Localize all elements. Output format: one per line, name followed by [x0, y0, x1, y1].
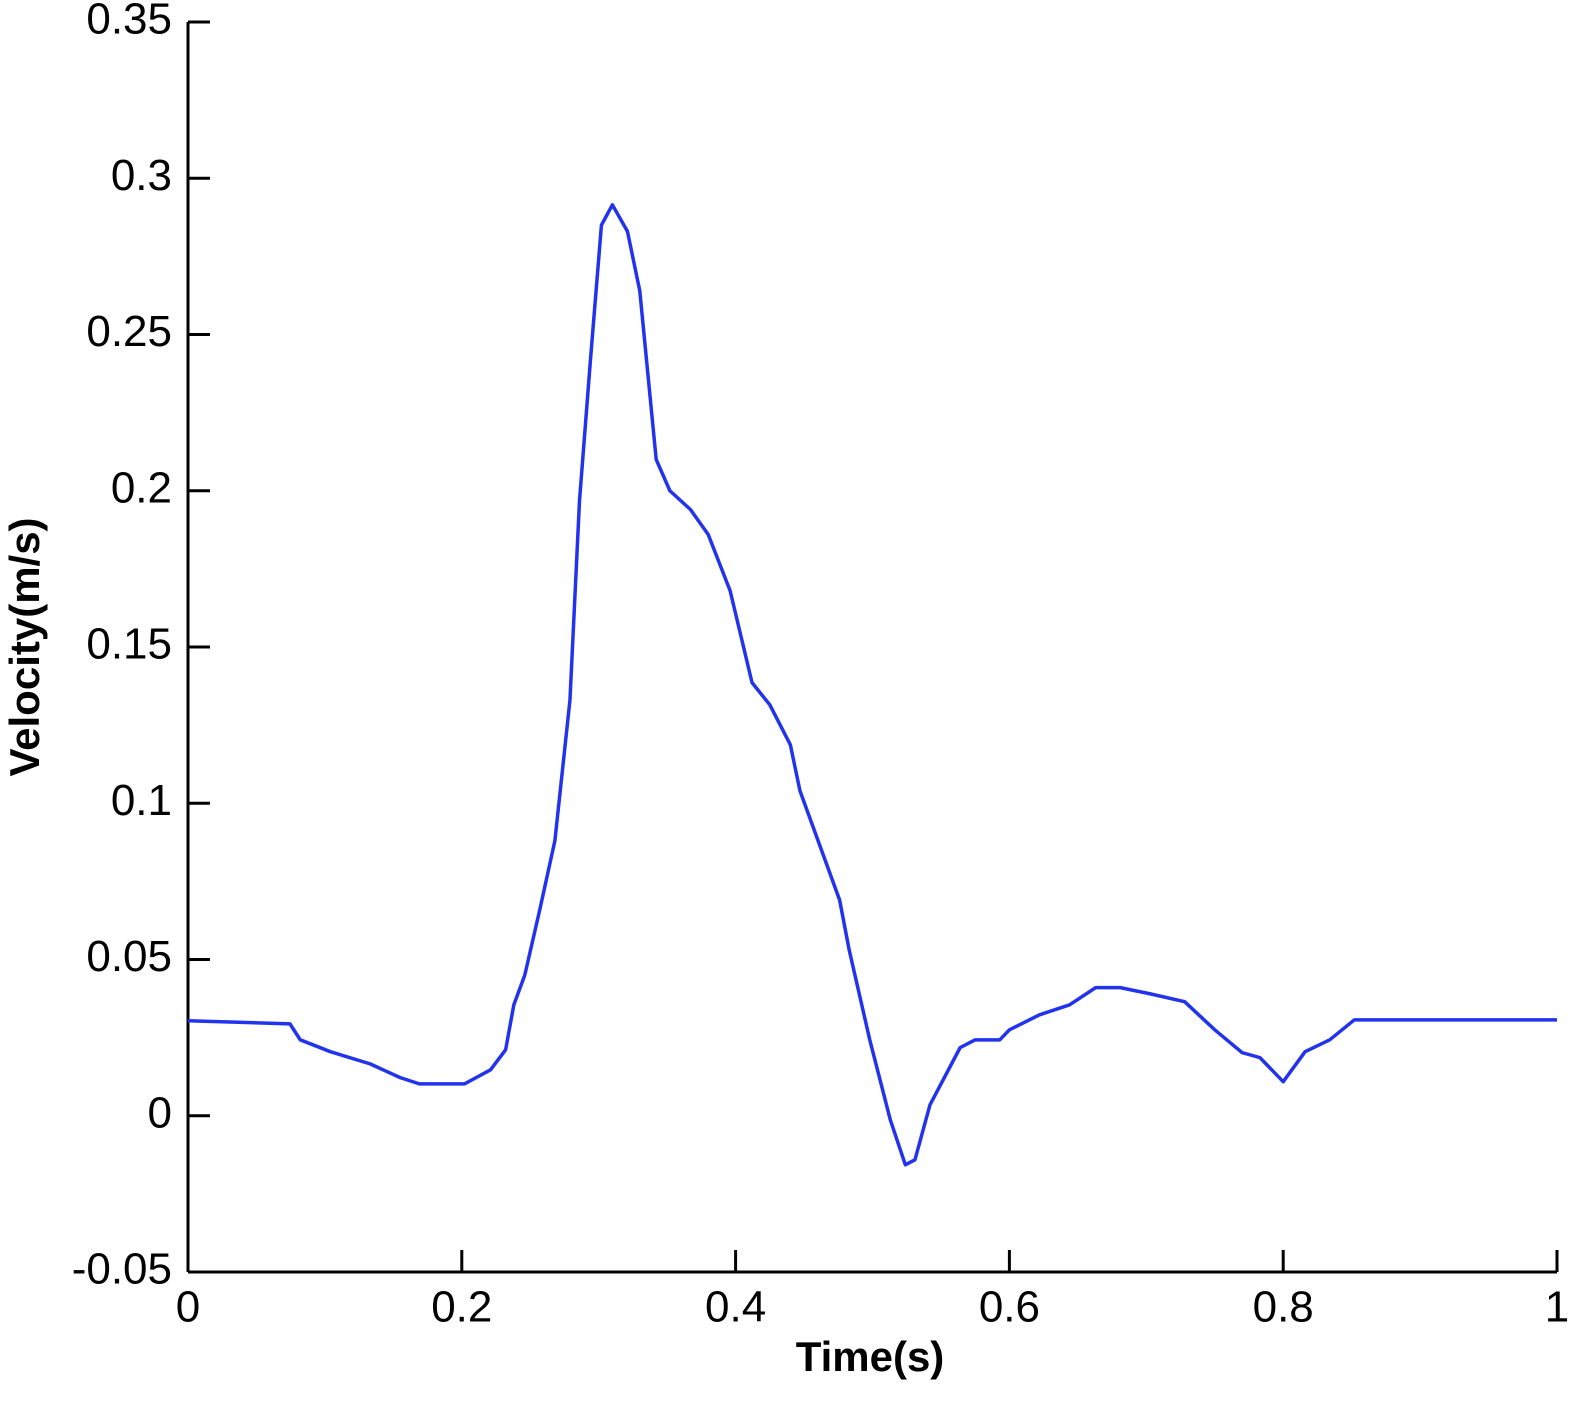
y-tick-label: 0.15: [86, 620, 172, 669]
y-axis-label: Velocity(m/s): [1, 517, 48, 776]
y-tick-label: 0.1: [111, 776, 172, 825]
y-tick-label: 0.3: [111, 151, 172, 200]
x-tick-label: 0.6: [979, 1283, 1040, 1332]
y-tick-label: 0.2: [111, 463, 172, 512]
y-tick-label: 0.35: [86, 0, 172, 44]
x-tick-label: 0.4: [705, 1283, 766, 1332]
y-tick-label: -0.05: [72, 1245, 172, 1294]
x-tick-label: 0.8: [1253, 1283, 1314, 1332]
x-tick-label: 1: [1545, 1283, 1569, 1332]
y-tick-label: 0.25: [86, 307, 172, 356]
y-tick-label: 0: [148, 1088, 172, 1137]
x-axis-label: Time(s): [796, 1333, 945, 1380]
data-line: [187, 203, 1557, 1167]
x-tick-label: 0.2: [431, 1283, 492, 1332]
y-tick-label: 0.05: [86, 932, 172, 981]
x-tick-label: 0: [176, 1283, 200, 1332]
